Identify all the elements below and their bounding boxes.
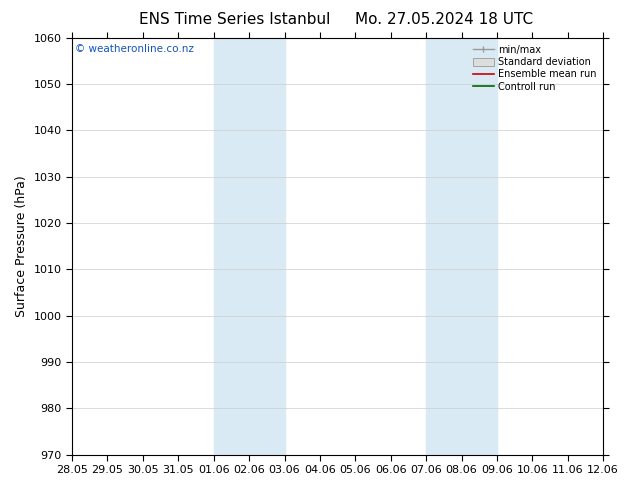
Bar (426, 38, 497, 455)
Text: © weatheronline.co.nz: © weatheronline.co.nz (75, 44, 193, 54)
Text: ENS Time Series Istanbul: ENS Time Series Istanbul (139, 12, 330, 27)
Y-axis label: Surface Pressure (hPa): Surface Pressure (hPa) (15, 175, 28, 317)
Bar (214, 38, 285, 455)
Legend: min/max, Standard deviation, Ensemble mean run, Controll run: min/max, Standard deviation, Ensemble me… (470, 43, 598, 94)
Text: Mo. 27.05.2024 18 UTC: Mo. 27.05.2024 18 UTC (355, 12, 533, 27)
